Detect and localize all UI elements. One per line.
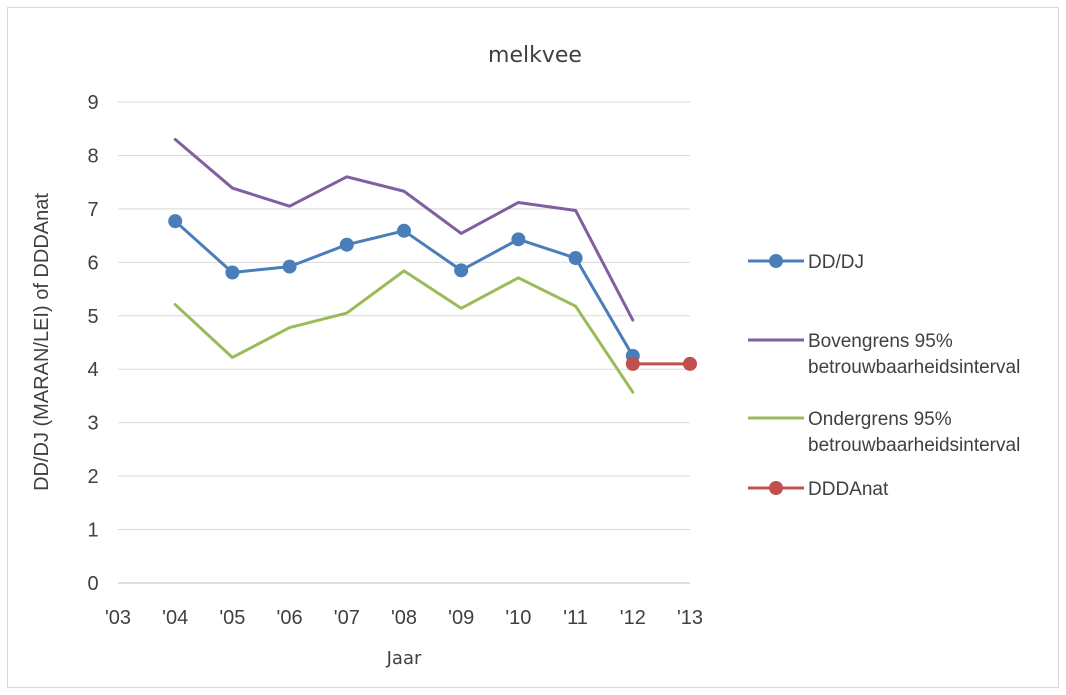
legend-label: DD/DJ — [808, 252, 864, 273]
y-tick-labels: 0 1 2 3 4 5 6 7 8 9 — [87, 92, 98, 595]
chart-title: melkvee — [488, 43, 582, 68]
data-point — [454, 263, 469, 278]
x-tick-label: '08 — [391, 607, 417, 629]
data-point — [282, 259, 297, 274]
x-tick-label: '03 — [105, 607, 131, 629]
legend-label: betrouwbaarheidsinterval — [808, 435, 1020, 456]
x-tick-label: '05 — [219, 607, 245, 629]
y-axis-title: DD/DJ (MARAN/LEI) of DDDAnat — [31, 193, 53, 491]
y-tick-label: 7 — [87, 199, 98, 221]
x-tick-label: '07 — [334, 607, 360, 629]
legend-marker — [769, 254, 783, 268]
x-tick-label: '09 — [448, 607, 474, 629]
data-point — [683, 356, 697, 371]
y-tick-label: 6 — [87, 252, 98, 274]
x-tick-label: '13 — [677, 607, 703, 629]
legend-label: betrouwbaarheidsinterval — [808, 357, 1020, 378]
x-tick-label: '04 — [162, 607, 188, 629]
data-point — [225, 265, 240, 280]
y-tick-label: 1 — [87, 520, 98, 542]
gridlines — [118, 101, 690, 584]
data-point — [168, 214, 183, 229]
y-tick-label: 5 — [87, 306, 98, 328]
legend-label: Bovengrens 95% — [808, 331, 953, 352]
y-tick-label: 3 — [87, 413, 98, 435]
data-point — [625, 356, 640, 371]
y-tick-label: 9 — [87, 92, 98, 114]
legend-marker — [769, 481, 783, 495]
legend: DD/DJ Bovengrens 95% betrouwbaarheidsinter… — [748, 252, 1020, 500]
x-tick-labels: '03 '04 '05 '06 '07 '08 '09 '10 '11 '12 '13 — [105, 607, 703, 629]
data-point — [511, 232, 526, 247]
series-line — [173, 269, 635, 394]
chart-frame — [7, 7, 1059, 688]
legend-label: DDDAnat — [808, 479, 889, 500]
data-point — [339, 237, 354, 252]
legend-label: Ondergrens 95% — [808, 409, 952, 430]
series-lines — [168, 137, 697, 394]
x-tick-label: '10 — [505, 607, 531, 629]
x-tick-label: '12 — [620, 607, 646, 629]
y-tick-label: 8 — [87, 145, 98, 167]
x-tick-label: '06 — [277, 607, 303, 629]
series-line — [173, 137, 635, 322]
x-tick-label: '11 — [563, 607, 588, 629]
x-axis-title: Jaar — [386, 648, 422, 669]
y-tick-label: 0 — [87, 573, 98, 595]
y-tick-label: 2 — [87, 466, 98, 488]
data-point — [568, 251, 583, 266]
data-point — [397, 223, 411, 238]
y-tick-label: 4 — [87, 359, 98, 381]
series-line — [173, 219, 635, 358]
